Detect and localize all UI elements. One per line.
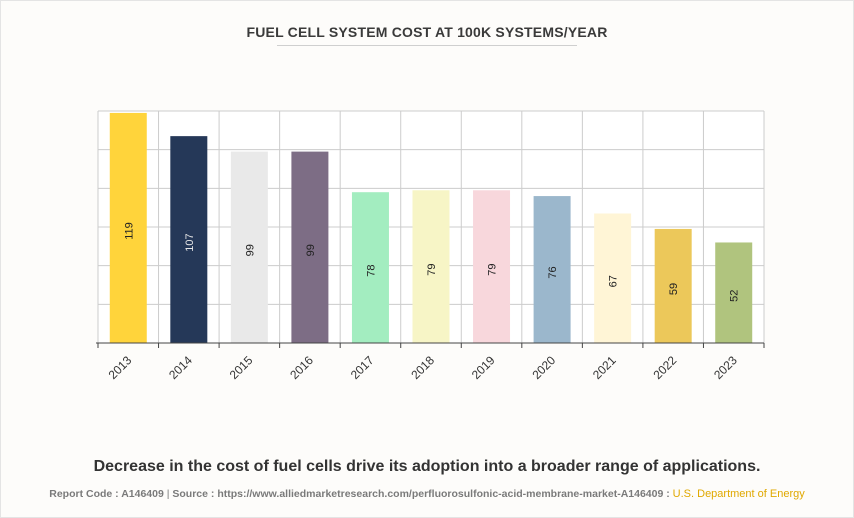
bar-data-label: 119 xyxy=(123,222,135,240)
bar xyxy=(291,151,329,343)
footer-separator: | xyxy=(166,488,170,500)
bar-data-label: 76 xyxy=(547,266,559,278)
bar xyxy=(654,228,692,343)
x-tick-label: 2020 xyxy=(529,353,558,382)
source-label: Source : https://www.alliedmarketresearc… xyxy=(172,488,670,500)
bar xyxy=(170,136,208,343)
bar-data-label: 79 xyxy=(426,264,438,276)
x-tick-label: 2017 xyxy=(348,353,377,382)
x-tick-label: 2018 xyxy=(408,353,437,382)
bar-data-label: 99 xyxy=(305,244,317,256)
x-tick-label: 2013 xyxy=(106,353,135,382)
x-tick-label: 2023 xyxy=(711,353,740,382)
bar xyxy=(715,242,753,343)
bar xyxy=(109,112,147,343)
report-code: Report Code : A146409 xyxy=(49,488,164,500)
bar-data-label: 67 xyxy=(608,275,620,287)
x-tick-label: 2016 xyxy=(287,353,316,382)
bar-data-label: 107 xyxy=(184,233,196,251)
x-tick-label: 2014 xyxy=(166,353,195,382)
bar xyxy=(351,192,389,343)
bar-data-label: 52 xyxy=(729,290,741,302)
bar-data-label: 99 xyxy=(244,244,256,256)
bar-data-label: 59 xyxy=(668,283,680,295)
x-tick-label: 2021 xyxy=(590,353,619,382)
bar xyxy=(473,190,511,343)
chart-caption: Decrease in the cost of fuel cells drive… xyxy=(93,458,761,475)
footer: Report Code : A146409 | Source : https:/… xyxy=(0,488,854,500)
bar xyxy=(412,190,450,343)
source-name: U.S. Department of Energy xyxy=(672,488,805,500)
bar-chart: 119 107 99 99 78 79 79 76 67 59 52 2013 2014 2015 2016… xyxy=(96,110,765,382)
x-tick-label: 2022 xyxy=(651,353,680,382)
x-tick-label: 2019 xyxy=(469,353,498,382)
chart-title: FUEL CELL SYSTEM COST AT 100K SYSTEMS/YE… xyxy=(246,24,608,40)
bar xyxy=(230,151,268,343)
bar xyxy=(533,196,571,343)
bar-data-label: 78 xyxy=(365,264,377,276)
bar-data-label: 79 xyxy=(487,264,499,276)
title-underline xyxy=(277,45,577,46)
x-tick-label: 2015 xyxy=(227,353,256,382)
bar xyxy=(594,213,632,343)
